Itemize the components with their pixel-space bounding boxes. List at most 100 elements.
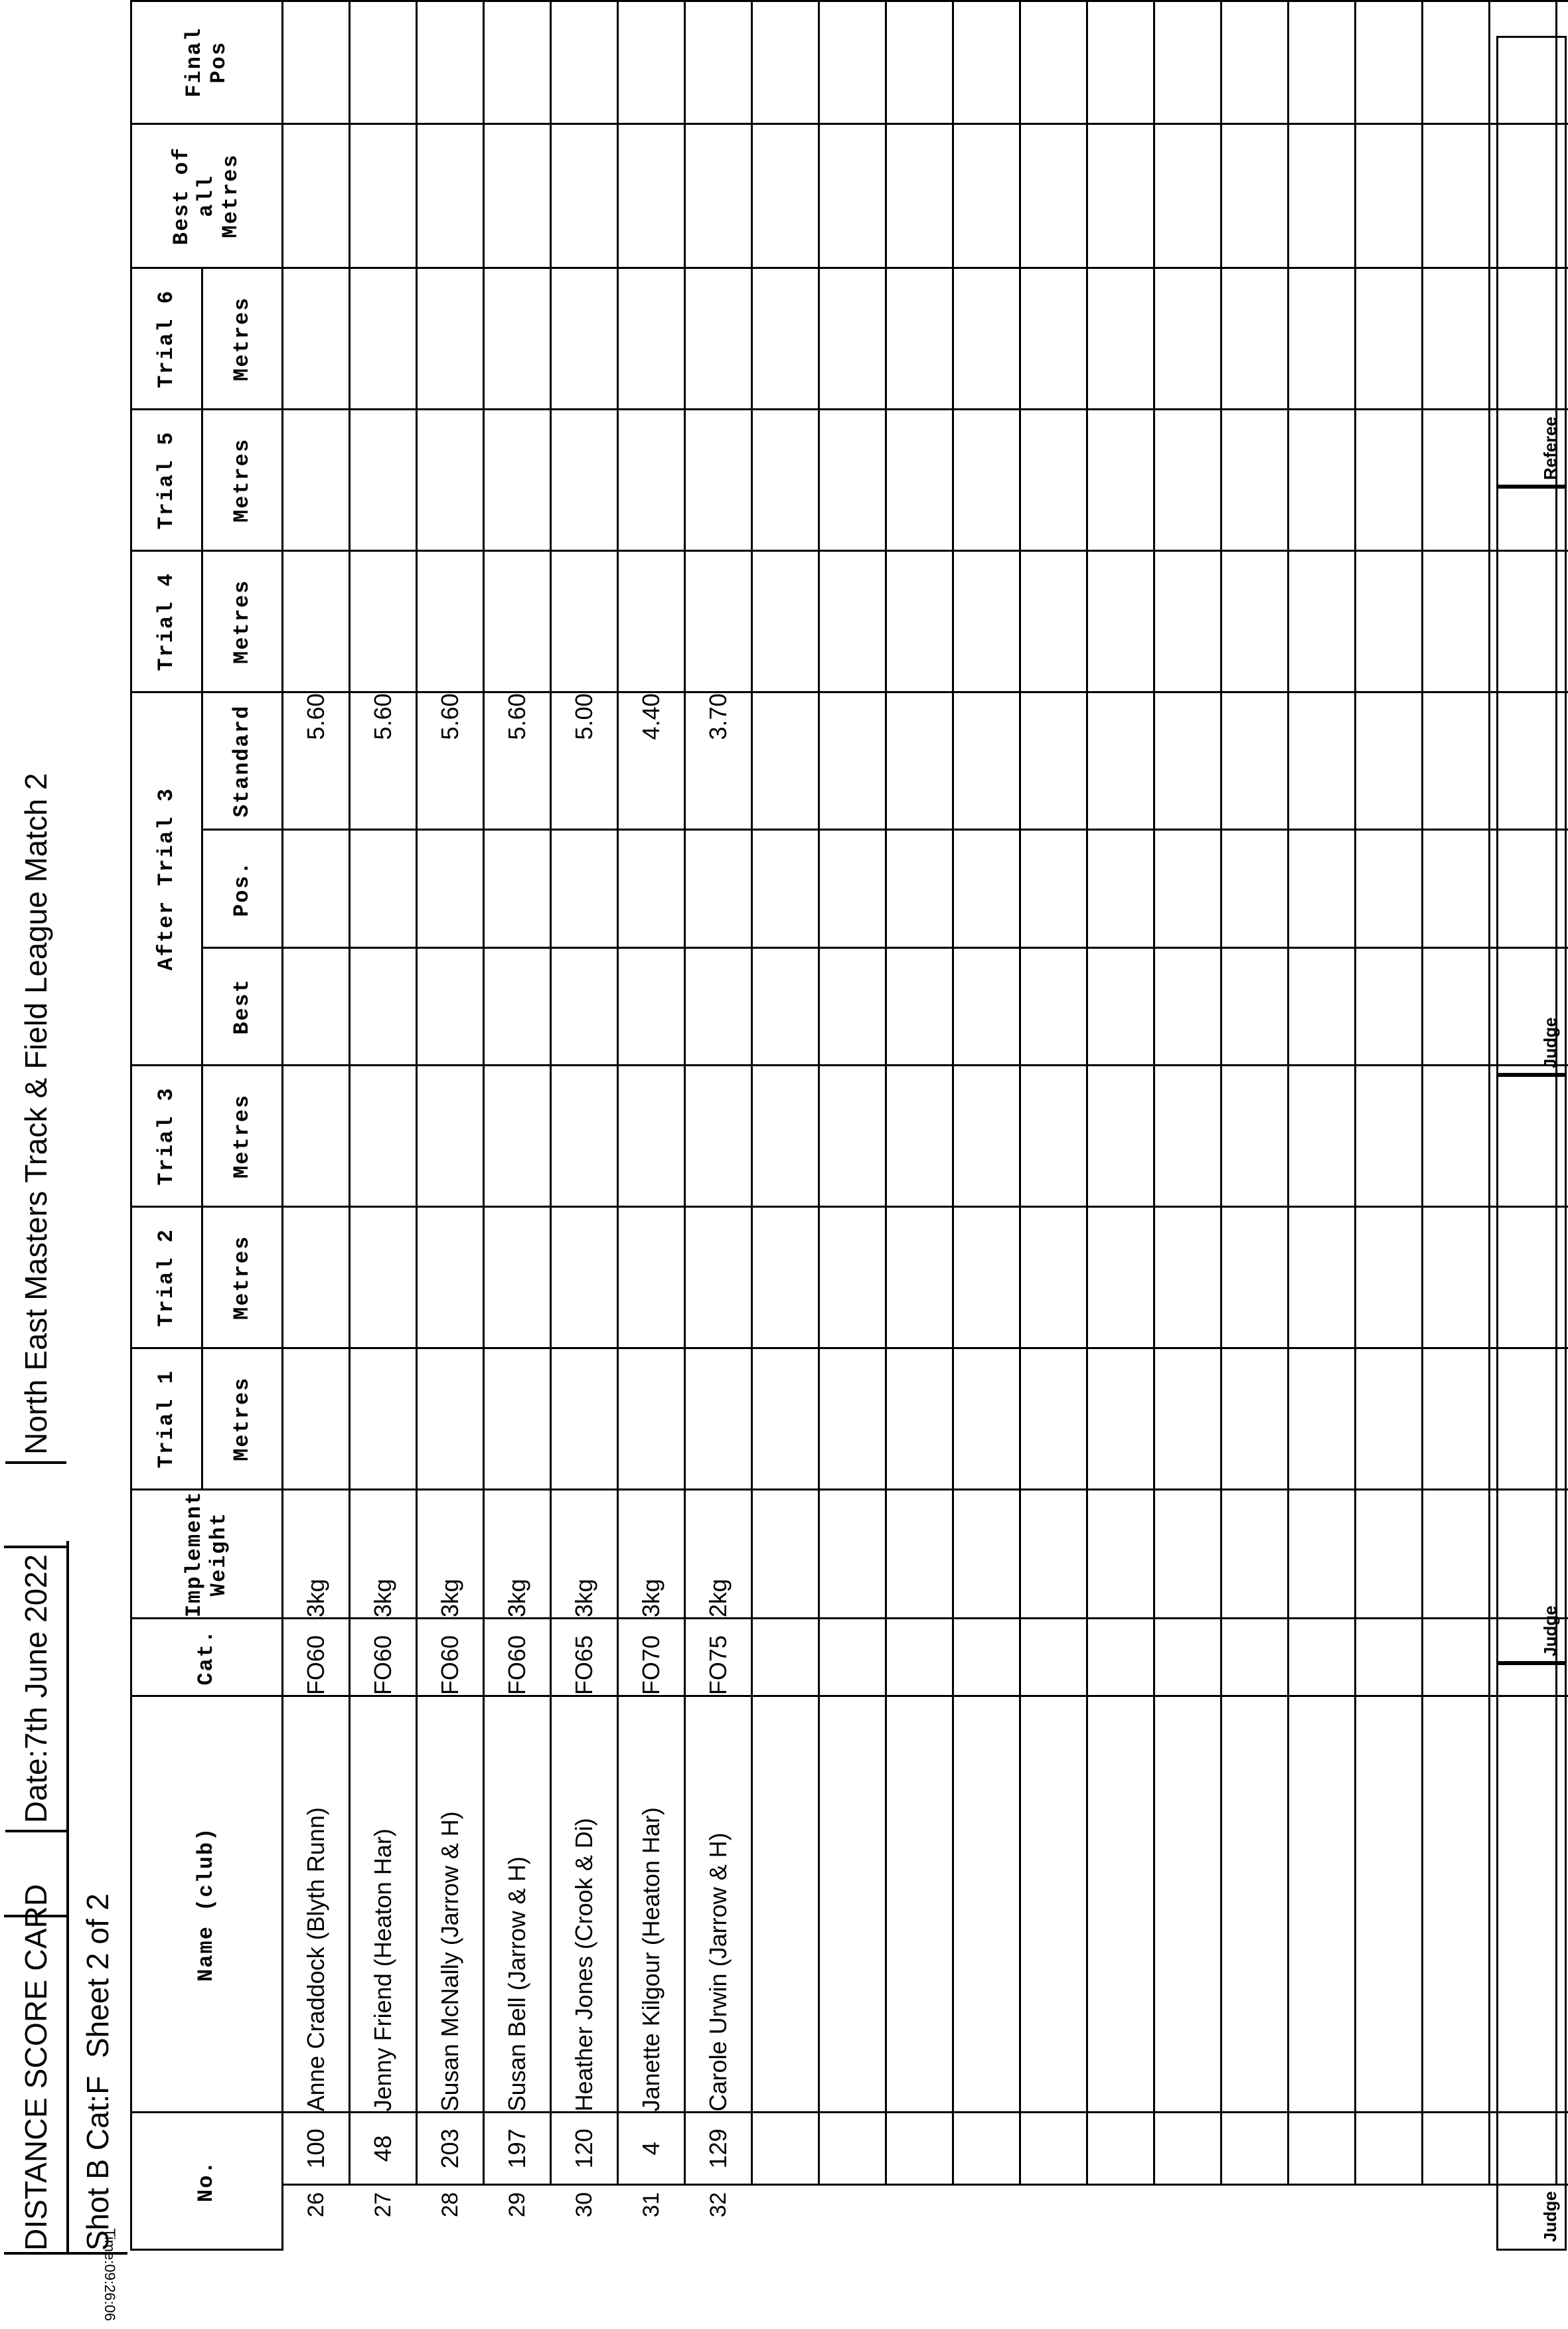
cell-t3[interactable] xyxy=(416,1065,484,1207)
cell-final-pos[interactable] xyxy=(416,1,484,124)
cell-t3[interactable] xyxy=(1288,1065,1356,1207)
cell-name[interactable]: Susan McNally (Jarrow & H) xyxy=(416,1696,484,2113)
cell-weight[interactable]: 3kg xyxy=(349,1489,417,1619)
cell-final-pos[interactable] xyxy=(349,1,417,124)
cell-name[interactable] xyxy=(1087,1696,1154,2113)
cell-t6[interactable] xyxy=(751,268,819,410)
cell-t1[interactable] xyxy=(1422,1348,1490,1490)
cell-t3[interactable] xyxy=(483,1065,551,1207)
cell-pos[interactable] xyxy=(617,829,685,948)
cell-no[interactable]: 48 xyxy=(349,2112,417,2185)
cell-t3[interactable] xyxy=(1020,1065,1087,1207)
cell-t2[interactable] xyxy=(1154,1206,1221,1348)
cell-weight[interactable] xyxy=(1422,1489,1490,1619)
cell-t4[interactable] xyxy=(1087,550,1154,692)
cell-no[interactable] xyxy=(751,2112,819,2185)
cell-t2[interactable] xyxy=(886,1206,953,1348)
cell-best-all[interactable] xyxy=(416,123,484,268)
cell-t6[interactable] xyxy=(1355,268,1423,410)
cell-no[interactable]: 120 xyxy=(550,2112,618,2185)
cell-best[interactable] xyxy=(483,947,551,1066)
cell-standard[interactable]: 5.00 xyxy=(550,692,618,830)
cell-no[interactable] xyxy=(886,2112,953,2185)
cell-t2[interactable] xyxy=(1087,1206,1154,1348)
cell-pos[interactable] xyxy=(483,829,551,948)
cell-t3[interactable] xyxy=(617,1065,685,1207)
cell-t1[interactable] xyxy=(953,1348,1020,1490)
cell-no[interactable] xyxy=(1221,2112,1289,2185)
cell-t5[interactable] xyxy=(550,409,618,551)
cell-name[interactable] xyxy=(1422,1696,1490,2113)
cell-t2[interactable] xyxy=(349,1206,417,1348)
cell-t2[interactable] xyxy=(953,1206,1020,1348)
cell-t2[interactable] xyxy=(1020,1206,1087,1348)
cell-weight[interactable] xyxy=(1087,1489,1154,1619)
cell-final-pos[interactable] xyxy=(953,1,1020,124)
cell-t3[interactable] xyxy=(282,1065,350,1207)
cell-name[interactable] xyxy=(751,1696,819,2113)
cell-weight[interactable]: 3kg xyxy=(282,1489,350,1619)
cell-t6[interactable] xyxy=(819,268,886,410)
cell-t6[interactable] xyxy=(1154,268,1221,410)
cell-pos[interactable] xyxy=(1422,829,1490,948)
cell-t2[interactable] xyxy=(617,1206,685,1348)
cell-weight[interactable]: 3kg xyxy=(483,1489,551,1619)
cell-best[interactable] xyxy=(819,947,886,1066)
cell-weight[interactable] xyxy=(751,1489,819,1619)
cell-no[interactable] xyxy=(1422,2112,1490,2185)
cell-no[interactable] xyxy=(1020,2112,1087,2185)
cell-final-pos[interactable] xyxy=(819,1,886,124)
cell-t4[interactable] xyxy=(349,550,417,692)
cell-cat[interactable] xyxy=(751,1618,819,1696)
cell-t6[interactable] xyxy=(684,268,752,410)
cell-t1[interactable] xyxy=(617,1348,685,1490)
cell-cat[interactable]: FO70 xyxy=(617,1618,685,1696)
cell-pos[interactable] xyxy=(1154,829,1221,948)
cell-cat[interactable] xyxy=(1422,1618,1490,1696)
cell-best-all[interactable] xyxy=(1154,123,1221,268)
cell-best-all[interactable] xyxy=(1288,123,1356,268)
cell-pos[interactable] xyxy=(550,829,618,948)
cell-t5[interactable] xyxy=(1355,409,1423,551)
cell-t5[interactable] xyxy=(617,409,685,551)
cell-t6[interactable] xyxy=(349,268,417,410)
cell-no[interactable] xyxy=(1288,2112,1356,2185)
cell-cat[interactable] xyxy=(1020,1618,1087,1696)
cell-final-pos[interactable] xyxy=(1422,1,1490,124)
cell-weight[interactable] xyxy=(1221,1489,1289,1619)
cell-t3[interactable] xyxy=(550,1065,618,1207)
cell-t2[interactable] xyxy=(483,1206,551,1348)
cell-cat[interactable]: FO60 xyxy=(483,1618,551,1696)
cell-t5[interactable] xyxy=(416,409,484,551)
cell-best-all[interactable] xyxy=(1422,123,1490,268)
cell-t1[interactable] xyxy=(1355,1348,1423,1490)
cell-t5[interactable] xyxy=(751,409,819,551)
cell-final-pos[interactable] xyxy=(886,1,953,124)
judge-box-3[interactable]: Judge xyxy=(1496,485,1567,1077)
cell-no[interactable]: 100 xyxy=(282,2112,350,2185)
cell-t1[interactable] xyxy=(1288,1348,1356,1490)
referee-box[interactable]: Referee xyxy=(1496,36,1567,489)
cell-standard[interactable] xyxy=(886,692,953,830)
cell-weight[interactable] xyxy=(886,1489,953,1619)
cell-final-pos[interactable] xyxy=(751,1,819,124)
cell-final-pos[interactable] xyxy=(1087,1,1154,124)
cell-standard[interactable]: 4.40 xyxy=(617,692,685,830)
cell-cat[interactable]: FO65 xyxy=(550,1618,618,1696)
cell-t3[interactable] xyxy=(1221,1065,1289,1207)
cell-t5[interactable] xyxy=(953,409,1020,551)
cell-name[interactable] xyxy=(819,1696,886,2113)
cell-weight[interactable] xyxy=(1355,1489,1423,1619)
cell-t3[interactable] xyxy=(1355,1065,1423,1207)
cell-t1[interactable] xyxy=(550,1348,618,1490)
cell-t4[interactable] xyxy=(1355,550,1423,692)
cell-t6[interactable] xyxy=(416,268,484,410)
cell-t6[interactable] xyxy=(886,268,953,410)
cell-best-all[interactable] xyxy=(1355,123,1423,268)
cell-t6[interactable] xyxy=(483,268,551,410)
cell-weight[interactable]: 3kg xyxy=(416,1489,484,1619)
cell-t1[interactable] xyxy=(1221,1348,1289,1490)
cell-best[interactable] xyxy=(1221,947,1289,1066)
cell-name[interactable] xyxy=(886,1696,953,2113)
cell-t4[interactable] xyxy=(282,550,350,692)
